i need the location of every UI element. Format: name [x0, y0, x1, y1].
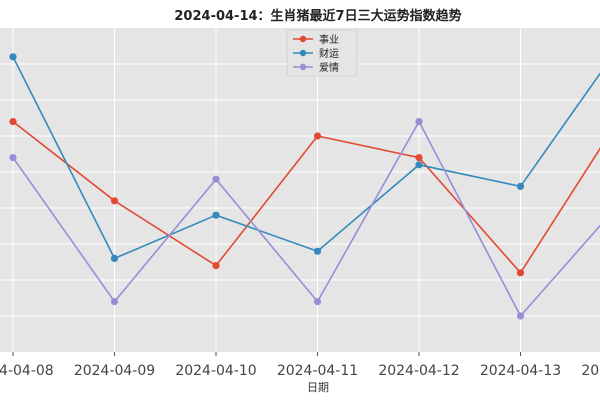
series-lines	[9, 53, 600, 320]
data-point	[212, 262, 220, 270]
x-tick-label: 2024-04-10	[175, 363, 256, 379]
legend-label: 爱情	[319, 61, 339, 74]
legend-marker	[299, 35, 307, 43]
x-tick-label: 2024-04-11	[277, 363, 358, 379]
data-point	[9, 53, 17, 61]
data-point	[516, 312, 525, 320]
x-tick-label: 2024-04-13	[480, 363, 561, 379]
legend-marker	[299, 63, 307, 71]
x-tick-labels: 2024-04-08 2024-04-09 2024-04-10 2024-04-11…	[0, 352, 600, 379]
x-tick-label: 2024-04-14	[581, 363, 600, 379]
data-point	[415, 161, 423, 169]
data-point	[516, 269, 525, 277]
data-point	[110, 254, 119, 262]
data-point	[110, 197, 119, 205]
plot-background	[0, 28, 600, 352]
data-point	[110, 298, 119, 306]
chart-title: 2024-04-14：生肖猪最近7日三大运势指数趋势	[174, 8, 461, 24]
x-axis-label: 日期	[307, 381, 329, 394]
data-point	[313, 298, 322, 306]
data-point	[313, 132, 322, 140]
data-point	[212, 211, 220, 219]
data-point	[212, 175, 220, 183]
x-tick-label: 2024-04-08	[0, 363, 54, 379]
legend-label: 财运	[319, 47, 339, 60]
legend-marker	[299, 49, 307, 57]
x-tick-label: 2024-04-09	[74, 363, 155, 379]
data-point	[313, 247, 322, 255]
data-point	[516, 182, 525, 190]
x-tick-label: 2024-04-12	[378, 363, 459, 379]
data-point	[415, 118, 423, 126]
legend-label: 事业	[319, 33, 339, 46]
data-point	[415, 154, 423, 162]
data-point	[9, 154, 17, 162]
data-point	[9, 118, 17, 126]
